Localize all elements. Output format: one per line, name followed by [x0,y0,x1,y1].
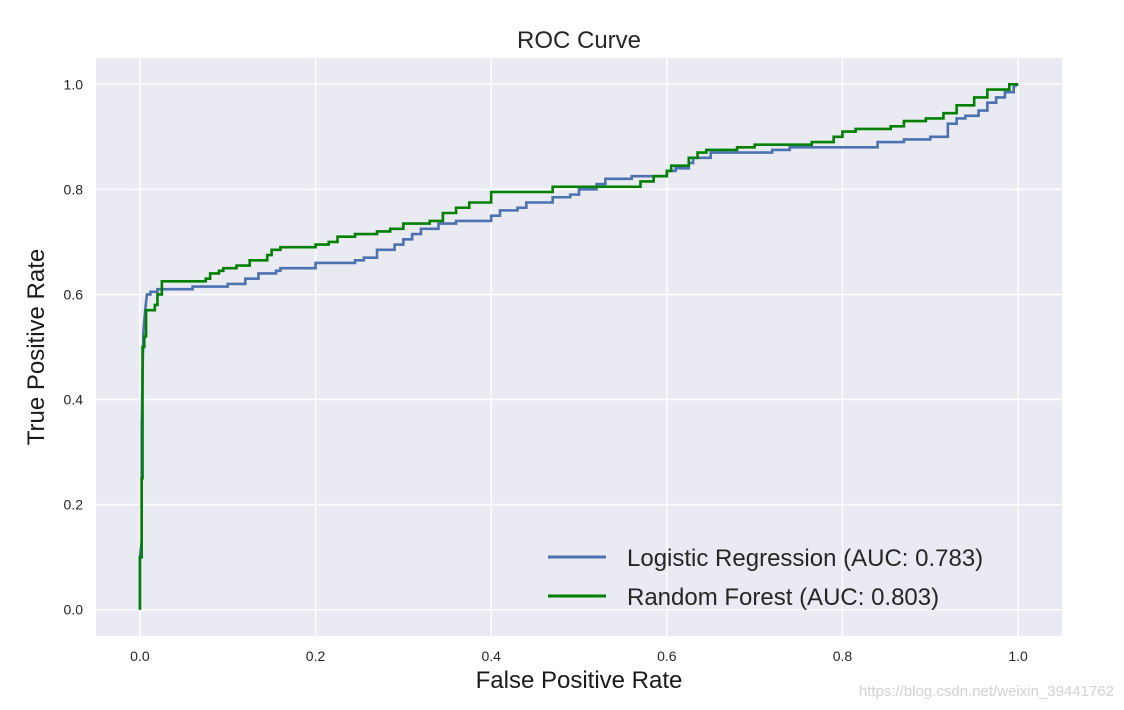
y-tick-label: 0.0 [64,602,84,618]
legend: Logistic Regression (AUC: 0.783) Random F… [548,545,983,611]
x-tick-label: 0.2 [306,648,326,664]
chart-title: ROC Curve [517,27,641,54]
x-tick-label: 0.4 [481,648,501,664]
x-axis-label: False Positive Rate [476,667,683,694]
x-tick-label: 0.0 [130,648,150,664]
y-axis-label: True Positive Rate [23,249,50,446]
plot-area [96,58,1062,636]
y-tick-label: 0.4 [64,392,84,408]
x-tick-label: 1.0 [1008,648,1028,664]
x-tick-label: 0.6 [657,648,677,664]
y-tick-label: 1.0 [64,76,84,92]
legend-label: Random Forest (AUC: 0.803) [627,584,939,611]
series-line-logistic-regression [138,83,1019,610]
tick-labels: 0.0 0.2 0.4 0.6 0.8 1.0 0.0 0.2 0.4 0.6 0.8 1.0 [64,76,1029,664]
series-lines [138,82,1019,610]
x-tick-label: 0.8 [833,648,853,664]
watermark-text: https://blog.csdn.net/weixin_39441762 [859,683,1114,700]
series-line-random-forest [138,82,1019,610]
y-tick-label: 0.6 [64,286,84,302]
legend-label: Logistic Regression (AUC: 0.783) [627,545,983,572]
y-tick-label: 0.2 [64,497,84,513]
y-tick-label: 0.8 [64,181,84,197]
